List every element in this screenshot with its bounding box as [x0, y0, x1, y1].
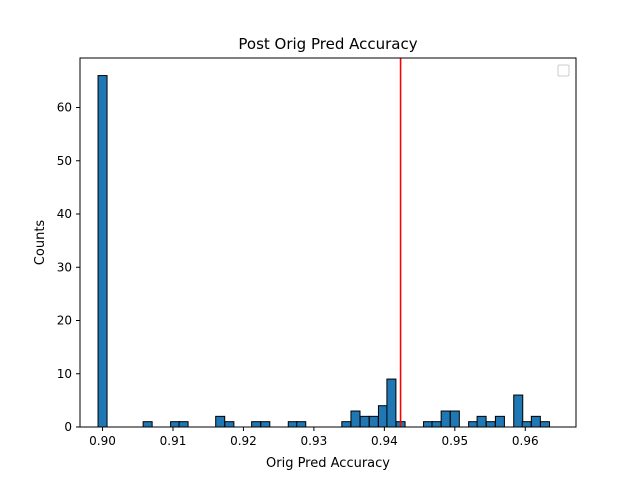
- plot-frame: [79, 57, 577, 428]
- x-axis-label: Orig Pred Accuracy: [266, 456, 390, 471]
- x-tick-label: 0.90: [89, 434, 116, 448]
- histogram-bar: [350, 410, 361, 428]
- histogram-bar: [468, 421, 479, 428]
- histogram-bar: [530, 415, 541, 428]
- chart-title: Post Orig Pred Accuracy: [238, 35, 417, 53]
- histogram-bar: [359, 415, 370, 428]
- histogram-bar: [224, 421, 235, 428]
- histogram-bar: [368, 415, 379, 428]
- histogram-bar: [142, 421, 153, 428]
- histogram-bar: [485, 421, 496, 428]
- y-tick-label: 20: [57, 314, 72, 328]
- histogram-bar: [377, 405, 388, 428]
- x-tick-label: 0.96: [512, 434, 539, 448]
- x-tick-label: 0.93: [301, 434, 328, 448]
- histogram-bar: [449, 410, 460, 428]
- y-tick-label: 50: [57, 154, 72, 168]
- histogram-bar: [440, 410, 451, 428]
- legend-box: [557, 64, 570, 77]
- y-axis-label: Counts: [33, 220, 48, 266]
- histogram-bar: [513, 394, 524, 428]
- histogram-bar: [521, 421, 532, 428]
- y-tick-label: 0: [64, 420, 72, 434]
- histogram-bar: [341, 421, 352, 428]
- x-tick-label: 0.91: [160, 434, 187, 448]
- histogram-bar: [170, 421, 181, 428]
- y-tick-label: 60: [57, 101, 72, 115]
- y-tick-label: 40: [57, 207, 72, 221]
- histogram-bar: [287, 421, 298, 428]
- y-axis-ticks: 0 10 20 30 40 50 60: [57, 101, 80, 434]
- histogram-bar: [494, 415, 505, 428]
- bars-group: [97, 75, 551, 428]
- histogram-bar: [476, 415, 487, 428]
- x-tick-label: 0.94: [371, 434, 398, 448]
- histogram-bar: [431, 421, 442, 428]
- y-tick-label: 10: [57, 367, 72, 381]
- x-axis-ticks: 0.90 0.91 0.92 0.93 0.94 0.95 0.96: [89, 427, 539, 448]
- x-tick-label: 0.95: [441, 434, 468, 448]
- histogram-bar: [97, 75, 108, 428]
- histogram-bar: [215, 415, 226, 428]
- histogram-bar: [178, 421, 189, 428]
- y-tick-label: 30: [57, 260, 72, 274]
- histogram-bar: [423, 421, 434, 428]
- histogram-bar: [539, 421, 551, 428]
- histogram-bar: [251, 421, 262, 428]
- histogram-bar: [386, 378, 397, 428]
- histogram-bar: [296, 421, 307, 428]
- histogram-bar: [260, 421, 271, 428]
- x-tick-label: 0.92: [230, 434, 257, 448]
